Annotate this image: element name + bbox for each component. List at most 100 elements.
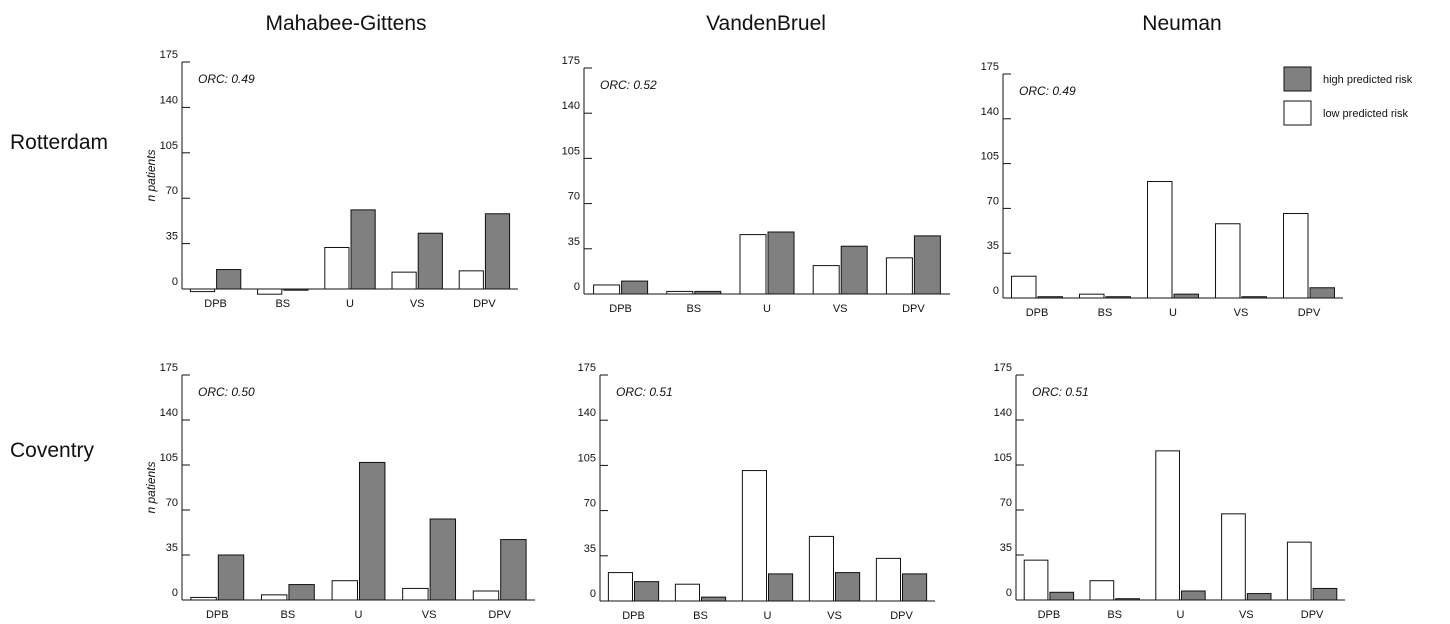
orc-annotation: ORC: 0.52 bbox=[600, 78, 657, 92]
bar-dpv-low bbox=[458, 270, 484, 290]
bar-vs-low bbox=[391, 271, 417, 290]
y-tick-label-105: 105 bbox=[994, 452, 1012, 464]
category-label-dpb: DPB bbox=[206, 609, 229, 621]
bar-u-high bbox=[768, 573, 794, 602]
category-label-bs: BS bbox=[281, 609, 296, 621]
orc-annotation: ORC: 0.49 bbox=[198, 72, 255, 86]
bar-dpv-low bbox=[472, 590, 500, 601]
y-tick-label-70: 70 bbox=[584, 498, 596, 510]
y-tick-label-105: 105 bbox=[578, 452, 596, 464]
bar-u-low bbox=[1147, 181, 1173, 299]
bar-vs-high bbox=[840, 245, 868, 295]
y-tick-label-0: 0 bbox=[172, 276, 178, 288]
y-tick-label-175: 175 bbox=[562, 55, 580, 67]
bar-dpv-high bbox=[902, 573, 928, 602]
bar-dpv-low bbox=[875, 557, 902, 602]
y-tick-label-140: 140 bbox=[562, 100, 580, 112]
bar-dpb-low bbox=[1023, 559, 1049, 601]
category-label-dpv: DPV bbox=[890, 610, 913, 622]
bar-bs-low bbox=[674, 583, 701, 602]
y-tick-label-175: 175 bbox=[578, 362, 596, 374]
y-tick-label-0: 0 bbox=[172, 587, 178, 599]
y-tick-label-105: 105 bbox=[160, 452, 178, 464]
category-label-dpb: DPB bbox=[1038, 609, 1061, 621]
bar-dpv-high bbox=[1309, 287, 1335, 299]
bar-u-high bbox=[1181, 590, 1206, 601]
y-tick-label-0: 0 bbox=[993, 285, 999, 297]
y-tick-label-105: 105 bbox=[562, 145, 580, 157]
y-tick-label-35: 35 bbox=[987, 240, 999, 252]
bar-bs-high bbox=[283, 288, 309, 291]
category-label-bs: BS bbox=[275, 298, 290, 310]
bar-bs-low bbox=[1089, 580, 1115, 601]
chart-panel-coventry-vandenbruel: 0 35 70 105 140 175 ORC: 0.51 DPB BS U VS DPV bbox=[578, 362, 935, 622]
bar-dpv-high bbox=[500, 539, 527, 601]
bar-dpb-high bbox=[634, 581, 660, 602]
category-label-dpv: DPV bbox=[1298, 307, 1321, 319]
y-axis-label: n patients bbox=[144, 149, 158, 201]
bar-u-high bbox=[767, 231, 795, 295]
category-label-vs: VS bbox=[827, 610, 842, 622]
y-tick-label-140: 140 bbox=[981, 106, 999, 118]
chart-panel-coventry-neuman: 0 35 70 105 140 175 ORC: 0.51 DPB BS U VS DPV bbox=[994, 362, 1345, 621]
y-tick-label-140: 140 bbox=[160, 94, 178, 106]
y-tick-label-140: 140 bbox=[578, 407, 596, 419]
column-title-vandenbruel: VandenBruel bbox=[706, 12, 826, 35]
bar-dpv-low bbox=[1283, 213, 1309, 299]
bar-u-low bbox=[1155, 450, 1181, 601]
chart-panel-rotterdam-vandenbruel: 0 35 70 105 140 175 ORC: 0.52 DPB BS U VS DPV bbox=[562, 55, 950, 315]
y-tick-label-140: 140 bbox=[160, 407, 178, 419]
bar-dpv-high bbox=[1312, 587, 1338, 601]
category-label-dpb: DPB bbox=[204, 298, 227, 310]
row-title-coventry: Coventry bbox=[10, 439, 95, 462]
y-tick-label-70: 70 bbox=[166, 185, 178, 197]
bar-vs-low bbox=[1215, 223, 1241, 299]
y-tick-label-175: 175 bbox=[160, 49, 178, 61]
category-label-u: U bbox=[1177, 609, 1185, 621]
panels: 0 35 70 105 140 175 n patients ORC: 0.49 DPB BS U V… bbox=[144, 49, 1345, 622]
bar-u-low bbox=[741, 470, 768, 602]
bar-dpb-high bbox=[1049, 591, 1075, 601]
bar-dpv-high bbox=[913, 235, 941, 295]
bar-u-high bbox=[350, 209, 376, 290]
bar-dpb-low bbox=[607, 572, 634, 602]
orc-annotation: ORC: 0.51 bbox=[1032, 385, 1089, 399]
category-label-vs: VS bbox=[422, 609, 437, 621]
y-tick-label-105: 105 bbox=[160, 140, 178, 152]
y-tick-label-0: 0 bbox=[590, 588, 596, 600]
y-tick-label-35: 35 bbox=[568, 236, 580, 248]
category-label-dpb: DPB bbox=[1026, 307, 1049, 319]
y-tick-label-35: 35 bbox=[1000, 542, 1012, 554]
category-label-dpb: DPB bbox=[622, 610, 645, 622]
y-tick-label-35: 35 bbox=[584, 543, 596, 555]
y-tick-label-175: 175 bbox=[981, 61, 999, 73]
category-label-dpv: DPV bbox=[902, 303, 925, 315]
chart-panel-coventry-mahabee-gittens: 0 35 70 105 140 175 n patients ORC: 0.50 DPB BS U V… bbox=[144, 362, 535, 621]
legend-swatch-high bbox=[1283, 66, 1312, 92]
orc-annotation: ORC: 0.50 bbox=[198, 385, 255, 399]
bar-dpb-high bbox=[217, 554, 245, 601]
chart-panel-rotterdam-mahabee-gittens: 0 35 70 105 140 175 n patients ORC: 0.49 DPB BS U V… bbox=[144, 49, 518, 310]
y-tick-label-70: 70 bbox=[1000, 497, 1012, 509]
bar-vs-low bbox=[812, 265, 840, 295]
bar-bs-high bbox=[288, 584, 315, 601]
legend: high predicted risk low predicted risk bbox=[1283, 66, 1413, 126]
category-label-u: U bbox=[1169, 307, 1177, 319]
y-tick-label-175: 175 bbox=[994, 362, 1012, 374]
bar-u-high bbox=[1173, 293, 1199, 299]
bar-vs-low bbox=[808, 535, 835, 602]
category-label-vs: VS bbox=[1234, 307, 1249, 319]
category-label-bs: BS bbox=[686, 303, 701, 315]
y-tick-label-175: 175 bbox=[160, 362, 178, 374]
bar-vs-low bbox=[1221, 513, 1246, 601]
legend-swatch-low bbox=[1283, 100, 1312, 126]
bar-dpb-high bbox=[621, 280, 649, 295]
bar-dpb-low bbox=[190, 596, 217, 601]
bar-vs-high bbox=[835, 572, 861, 602]
category-label-dpv: DPV bbox=[488, 609, 511, 621]
legend-label-high: high predicted risk bbox=[1323, 74, 1413, 86]
category-label-bs: BS bbox=[1098, 307, 1113, 319]
category-label-dpb: DPB bbox=[609, 303, 632, 315]
category-label-bs: BS bbox=[693, 610, 708, 622]
